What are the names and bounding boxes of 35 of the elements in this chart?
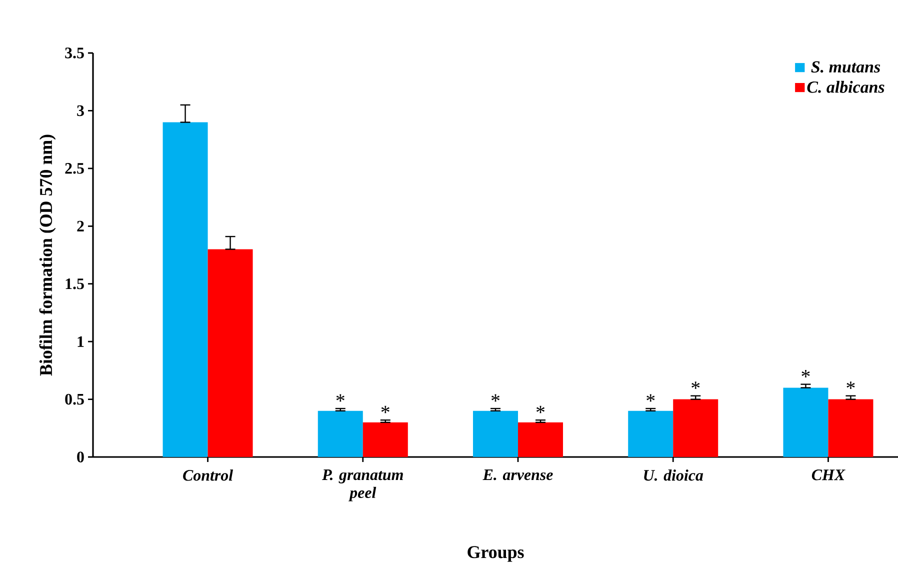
- annotation: *: [491, 394, 500, 402]
- y-tick-label: 3.5: [65, 48, 84, 58]
- bar: [318, 410, 363, 457]
- bar: [783, 388, 828, 457]
- x-tick-label: U. dioica: [644, 470, 704, 481]
- x-tick-label: E. arvense: [482, 470, 553, 480]
- y-tick-label: 2.5: [65, 163, 84, 174]
- legend-label: C. albicans: [807, 80, 884, 93]
- bar: [162, 122, 208, 457]
- annotation: *: [802, 370, 810, 378]
- y-tick-label: 1: [78, 336, 84, 347]
- bar: [208, 249, 253, 457]
- annotation: *: [536, 406, 545, 414]
- bar: [628, 410, 674, 457]
- bar: [828, 399, 874, 457]
- bar: [673, 399, 718, 457]
- y-axis-title: Biofilm formation (OD 570 nm): [39, 134, 56, 376]
- annotation: *: [646, 394, 655, 402]
- y-tick-label: 0.5: [65, 394, 84, 405]
- x-tick-label: P. granatum peel: [322, 470, 403, 502]
- annotation: *: [336, 394, 344, 402]
- x-tick-label: Control: [183, 470, 234, 481]
- bar: [472, 410, 518, 457]
- x-axis-title: Groups: [468, 546, 524, 562]
- legend-label: S. mutans: [811, 61, 880, 73]
- y-tick-label: 2: [77, 220, 84, 232]
- annotation: *: [846, 382, 855, 389]
- annotation: *: [381, 406, 390, 414]
- bar: [362, 422, 408, 457]
- y-tick-label: 1.5: [66, 278, 84, 290]
- x-tick-label: CHX: [812, 470, 846, 480]
- y-tick-label: 3: [77, 105, 84, 116]
- y-tick-label: 0: [77, 452, 84, 462]
- annotation: *: [692, 382, 700, 389]
- bar: [518, 422, 563, 457]
